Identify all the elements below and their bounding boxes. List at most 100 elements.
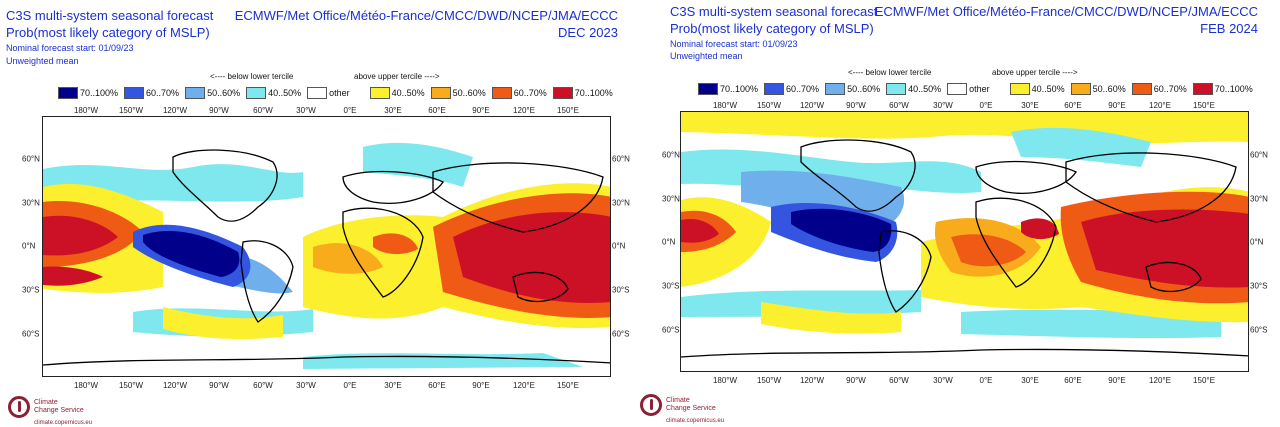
lon-label: 120°W <box>799 376 825 385</box>
lon-label: 60°E <box>428 381 446 390</box>
shading-above-60-70 <box>373 233 418 255</box>
lat-label: 0°N <box>22 241 36 251</box>
copernicus-logo: Climate Change Service <box>640 394 716 416</box>
legend-below-60-70: 60..70% <box>764 82 819 96</box>
lon-label: 120°W <box>162 106 188 115</box>
legend-swatch <box>698 83 718 95</box>
logo-url: climate.copernicus.eu <box>34 420 93 426</box>
lat-label: 30°S <box>612 285 630 295</box>
lon-label: 0°E <box>343 381 357 390</box>
shading-below-40-50 <box>363 142 473 187</box>
lon-label: 180°W <box>73 106 99 115</box>
shading-below-70-100 <box>791 208 892 252</box>
lat-label: 0°N <box>662 237 676 247</box>
lon-label: 150°W <box>118 381 144 390</box>
title-line1: C3S multi-system seasonal forecast <box>6 8 214 23</box>
legend-swatch <box>552 87 573 99</box>
lon-label: 90°W <box>846 376 866 385</box>
shading-above-70-100 <box>1081 209 1248 288</box>
legend-above-40-50: 40..50% <box>1009 82 1065 96</box>
valid-period: FEB 2024 <box>1200 21 1258 36</box>
lat-label: 30°N <box>612 198 630 208</box>
lon-label: 180°W <box>73 381 99 390</box>
valid-period: DEC 2023 <box>558 25 618 40</box>
legend-swatch <box>246 87 267 99</box>
lon-label: 0°E <box>979 376 993 385</box>
africa-outline <box>975 197 1057 288</box>
lon-label: 90°W <box>209 106 229 115</box>
lon-label: 180°W <box>712 101 738 110</box>
shading-below-40-50 <box>681 290 921 317</box>
legend-below-60-70: 60..70% <box>124 86 179 100</box>
lon-label: 60°W <box>253 106 273 115</box>
lon-label: 150°W <box>118 106 144 115</box>
lat-label: 60°S <box>22 329 40 339</box>
forecast-map <box>680 111 1249 372</box>
lon-label: 120°W <box>162 381 188 390</box>
legend-swatch <box>825 83 846 95</box>
legend-swatch <box>764 83 785 95</box>
lon-label: 120°W <box>799 101 825 110</box>
lon-label: 30°E <box>1021 376 1039 385</box>
legend-below-40-50: 40..50% <box>246 86 301 100</box>
lon-label: 120°E <box>1149 101 1171 110</box>
lon-label: 60°W <box>889 101 909 110</box>
logo-line2: Change Service <box>34 407 84 414</box>
probability-legend: 70..100% 60..70% 50..60% 40..50% other 4… <box>58 86 613 100</box>
legend-below-50-60: 50..60% <box>825 82 880 96</box>
c3s-logo-icon <box>640 394 662 416</box>
lon-label: 0°E <box>979 101 993 110</box>
south-america-outline <box>878 230 932 313</box>
logo-line1: Climate <box>34 399 58 406</box>
shading-above-70-100 <box>43 266 103 286</box>
logo-url: climate.copernicus.eu <box>666 418 725 424</box>
shading-above-40-50 <box>163 307 283 340</box>
legend-above-60-70: 60..70% <box>491 86 547 100</box>
lon-label: 180°W <box>712 376 738 385</box>
lat-label: 60°N <box>22 154 40 164</box>
shading-above-50-60 <box>313 243 383 274</box>
lon-label: 90°W <box>209 381 229 390</box>
lat-label: 60°N <box>662 150 680 160</box>
legend-below-70-100: 70..100% <box>698 82 758 96</box>
lon-label: 90°E <box>1108 101 1126 110</box>
lat-label: 60°N <box>1250 150 1268 160</box>
mean-type: Unweighted mean <box>670 51 743 61</box>
legend-above-40-50: 40..50% <box>369 86 425 100</box>
lon-label: 30°W <box>296 381 316 390</box>
above-tercile-caption: above upper tercile ----> <box>992 68 1078 77</box>
shading-above-70-100 <box>681 218 719 243</box>
shading-below-70-100 <box>143 231 240 277</box>
shading-below-40-50 <box>1011 127 1151 167</box>
logo-line2: Change Service <box>666 405 716 412</box>
lon-label: 60°E <box>1064 101 1082 110</box>
forecast-panel-feb-2024: C3S multi-system seasonal forecast Prob(… <box>640 0 1280 427</box>
legend-swatch <box>58 87 78 99</box>
probability-map-svg <box>681 112 1248 371</box>
title-line1: C3S multi-system seasonal forecast <box>670 4 878 19</box>
legend-swatch <box>1192 83 1213 95</box>
logo-line1: Climate <box>666 397 690 404</box>
centres-list: ECMWF/Met Office/Météo-France/CMCC/DWD/N… <box>874 4 1258 19</box>
shading-above-60-70 <box>951 234 1026 267</box>
lat-label: 0°N <box>1250 237 1264 247</box>
north-america-outline <box>800 139 916 212</box>
lat-label: 60°S <box>612 329 630 339</box>
legend-below-40-50: 40..50% <box>886 82 941 96</box>
lat-label: 60°N <box>612 154 630 164</box>
lat-label: 30°S <box>662 281 680 291</box>
legend-above-70-100: 70..100% <box>1192 82 1253 96</box>
lon-label: 90°E <box>472 106 490 115</box>
lon-label: 30°E <box>1021 101 1039 110</box>
title-line2: Prob(most likely category of MSLP) <box>670 21 874 36</box>
lon-label: 60°W <box>253 381 273 390</box>
lon-label: 60°E <box>428 106 446 115</box>
lon-label: 60°E <box>1064 376 1082 385</box>
legend-above-70-100: 70..100% <box>552 86 613 100</box>
forecast-panel-dec-2023: C3S multi-system seasonal forecast Prob(… <box>0 0 636 427</box>
lat-label: 60°S <box>1250 325 1268 335</box>
lon-label: 90°W <box>846 101 866 110</box>
lon-label: 60°W <box>889 376 909 385</box>
lon-label: 30°E <box>384 106 402 115</box>
south-america-outline <box>240 240 294 323</box>
